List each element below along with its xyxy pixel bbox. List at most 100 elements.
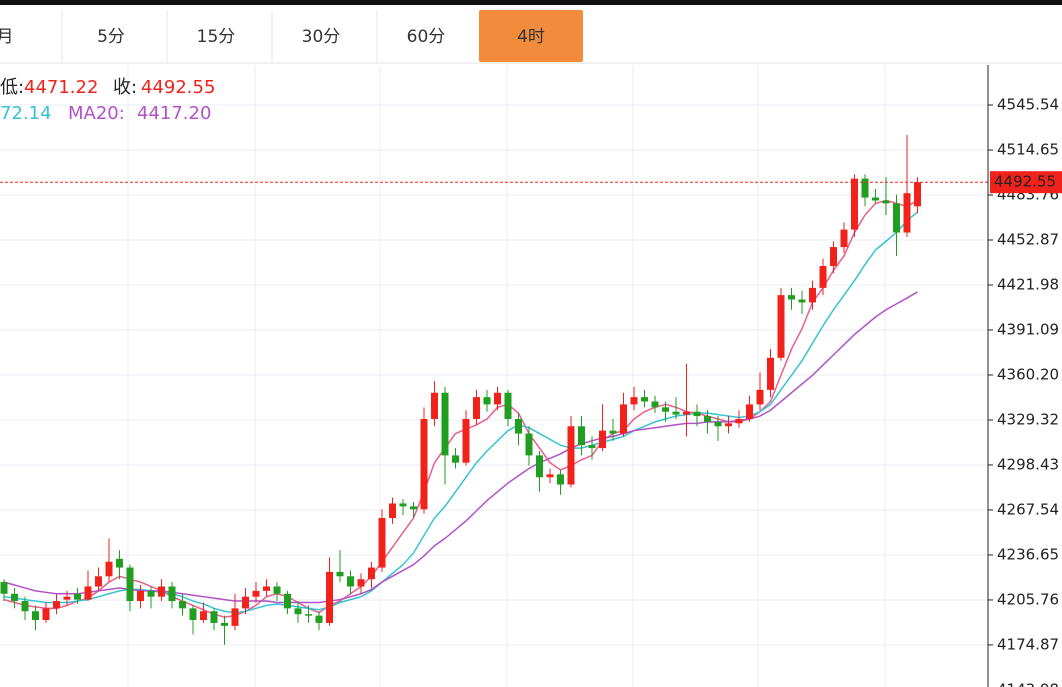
candle-body bbox=[21, 601, 29, 612]
tab[interactable]: 15分 bbox=[197, 27, 236, 47]
candle-body bbox=[651, 401, 659, 408]
candle-body bbox=[74, 593, 81, 600]
low-label: 低: bbox=[0, 77, 24, 98]
candle-body bbox=[137, 590, 144, 602]
close-value: 4492.55 bbox=[141, 77, 215, 98]
candle-body bbox=[515, 418, 522, 434]
candle-body bbox=[494, 392, 501, 405]
y-tick-label: 4143.98 bbox=[997, 680, 1059, 687]
candle-body bbox=[473, 397, 480, 419]
candle-body bbox=[462, 418, 470, 463]
candle-body bbox=[599, 430, 606, 449]
candle-body bbox=[378, 518, 386, 568]
candle-body bbox=[42, 608, 50, 620]
candle-body bbox=[210, 611, 218, 623]
candle-body bbox=[389, 503, 396, 519]
candle-body bbox=[452, 455, 459, 463]
top-bar bbox=[0, 0, 1062, 5]
candle-body bbox=[882, 200, 890, 204]
candle-body bbox=[840, 229, 848, 248]
y-tick-label: 4545.54 bbox=[997, 96, 1059, 114]
y-tick-label: 4205.76 bbox=[997, 590, 1059, 608]
candle-body bbox=[819, 266, 827, 288]
candle-body bbox=[336, 571, 344, 577]
candle-body bbox=[53, 601, 60, 609]
candle-body bbox=[420, 418, 428, 510]
y-tick-label: 4391.09 bbox=[997, 320, 1059, 338]
candle-body bbox=[567, 426, 575, 485]
candle-body bbox=[200, 611, 207, 620]
ma-line bbox=[3, 211, 918, 614]
candle-body bbox=[504, 392, 512, 419]
y-tick-label: 4267.54 bbox=[997, 500, 1059, 518]
low-value: 4471.22 bbox=[24, 77, 98, 98]
candle-body bbox=[725, 423, 732, 427]
ma20-value: 4417.20 bbox=[137, 103, 211, 124]
candle-body bbox=[578, 426, 585, 446]
ma-line bbox=[3, 199, 918, 618]
candle-body bbox=[683, 411, 690, 415]
candle-body bbox=[536, 455, 543, 478]
candle-body bbox=[32, 611, 39, 620]
candle-body bbox=[116, 558, 123, 568]
candle-body bbox=[872, 197, 879, 201]
candle-body bbox=[105, 561, 113, 577]
y-axis: 4545.544514.654483.764452.874421.984391.… bbox=[987, 65, 1062, 687]
info-bar: 低: 4471.22 收: 4492.55 72.14 MA20: 4417.2… bbox=[0, 77, 215, 124]
candle-body bbox=[788, 295, 795, 300]
candle-body bbox=[672, 411, 680, 415]
candle-body bbox=[441, 392, 449, 456]
tab[interactable]: 月 bbox=[0, 27, 14, 47]
candle-body bbox=[252, 590, 260, 597]
tab[interactable]: 30分 bbox=[302, 27, 341, 47]
candle-body bbox=[546, 474, 554, 478]
tab-active-bg bbox=[479, 10, 583, 62]
candle-body bbox=[735, 418, 743, 424]
candle-body bbox=[851, 178, 858, 230]
y-tick-label: 4360.20 bbox=[997, 365, 1059, 383]
last-price-label: 4492.55 bbox=[994, 173, 1056, 191]
tab[interactable]: 4时 bbox=[517, 27, 545, 47]
candle-body bbox=[221, 622, 228, 626]
ma10-value: 72.14 bbox=[0, 103, 52, 124]
candle-body bbox=[242, 596, 249, 609]
candle-body bbox=[756, 389, 764, 405]
candle-body bbox=[84, 586, 92, 600]
candle-body bbox=[914, 182, 921, 207]
y-tick-label: 4174.87 bbox=[997, 635, 1059, 653]
candle-body bbox=[326, 571, 333, 623]
candle-body bbox=[609, 430, 617, 434]
candle-body bbox=[630, 397, 638, 405]
tab-bar: 月 5分 15分 30分 60分 4时 bbox=[0, 10, 583, 62]
y-tick-label: 4452.87 bbox=[997, 230, 1059, 248]
candle-body bbox=[483, 397, 491, 405]
candle-body bbox=[714, 421, 722, 427]
candle-body bbox=[189, 608, 197, 620]
candle-body bbox=[168, 586, 176, 602]
candle-body bbox=[431, 392, 438, 419]
y-tick-label: 4421.98 bbox=[997, 275, 1059, 293]
candle-body bbox=[662, 407, 669, 412]
candle-body bbox=[588, 445, 596, 449]
candle-body bbox=[231, 608, 239, 626]
candle-body bbox=[273, 586, 281, 594]
candle-body bbox=[305, 614, 312, 616]
last-price-box bbox=[990, 171, 1062, 194]
candle-body bbox=[746, 404, 753, 419]
candle-body bbox=[284, 593, 291, 609]
close-label: 收: bbox=[113, 77, 137, 98]
candle-body bbox=[347, 576, 354, 587]
candle-body bbox=[830, 247, 837, 267]
tab[interactable]: 60分 bbox=[407, 27, 446, 47]
candle-body bbox=[263, 586, 270, 591]
grid bbox=[0, 65, 988, 687]
candle-body bbox=[368, 567, 375, 580]
candle-body bbox=[704, 416, 711, 422]
ma20-label: MA20: bbox=[68, 103, 125, 124]
candle-body bbox=[809, 287, 816, 303]
candle-body bbox=[315, 615, 323, 623]
tab[interactable]: 5分 bbox=[97, 27, 125, 47]
y-tick-label: 4298.43 bbox=[997, 455, 1059, 473]
